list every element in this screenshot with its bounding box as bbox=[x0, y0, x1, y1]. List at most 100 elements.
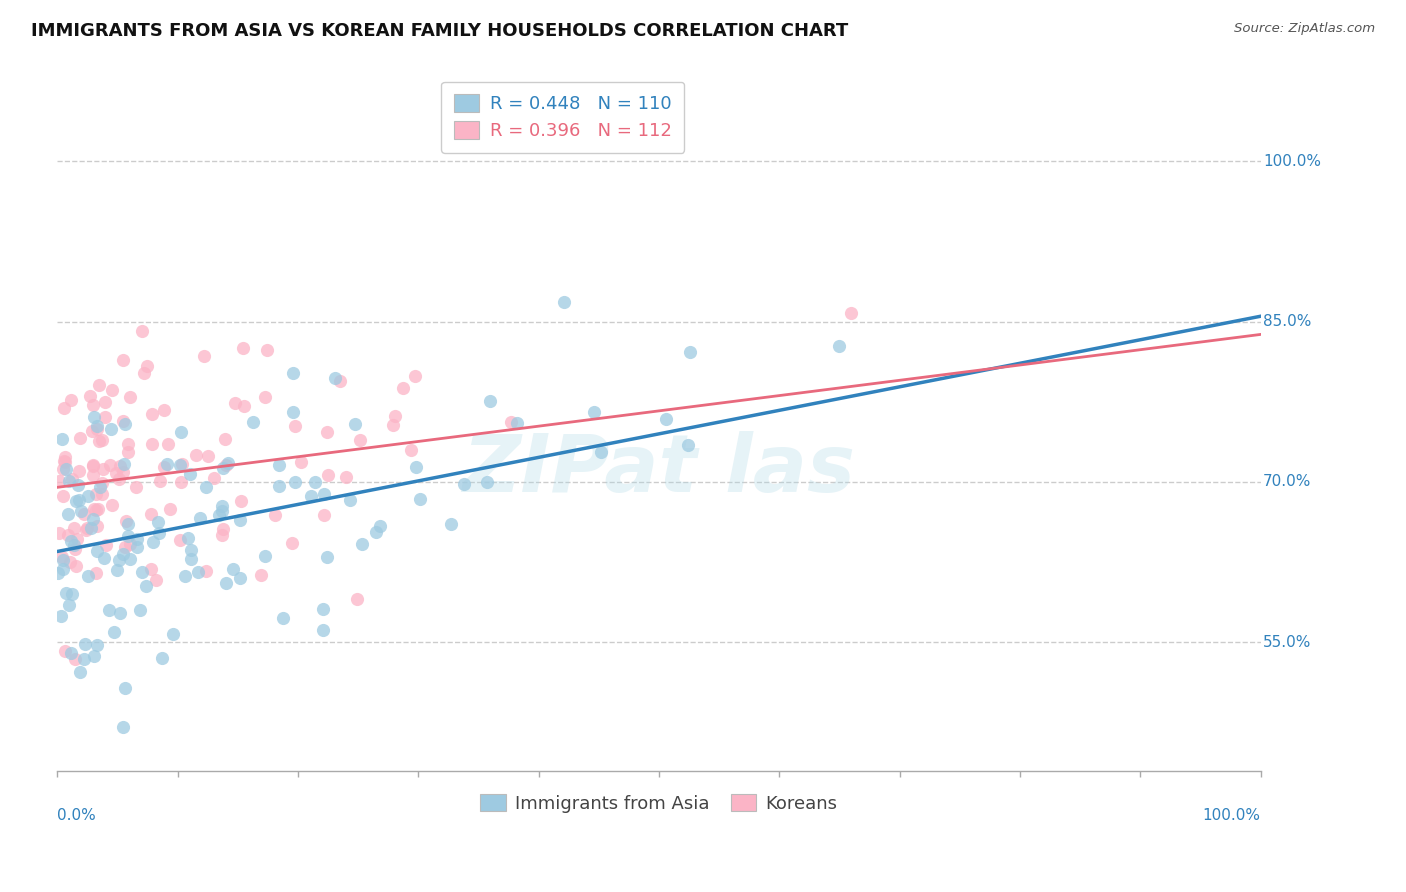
Point bbox=[114, 681, 136, 695]
Point bbox=[153, 402, 176, 417]
Point bbox=[90, 487, 112, 501]
Point bbox=[381, 418, 404, 433]
Point bbox=[368, 518, 391, 533]
Point bbox=[73, 651, 96, 665]
Point bbox=[117, 517, 139, 532]
Point bbox=[179, 467, 201, 481]
Text: 85.0%: 85.0% bbox=[1263, 314, 1312, 329]
Point bbox=[188, 511, 211, 525]
Point bbox=[170, 475, 193, 490]
Point bbox=[111, 547, 134, 561]
Point bbox=[162, 627, 184, 641]
Text: IMMIGRANTS FROM ASIA VS KOREAN FAMILY HOUSEHOLDS CORRELATION CHART: IMMIGRANTS FROM ASIA VS KOREAN FAMILY HO… bbox=[31, 22, 848, 40]
Point bbox=[55, 462, 77, 476]
Text: 100.0%: 100.0% bbox=[1263, 153, 1320, 169]
Point bbox=[84, 487, 107, 501]
Point bbox=[69, 504, 91, 518]
Point bbox=[146, 515, 169, 529]
Point bbox=[153, 460, 176, 475]
Point bbox=[84, 566, 107, 580]
Point bbox=[156, 436, 179, 450]
Point bbox=[170, 457, 193, 471]
Point bbox=[48, 525, 70, 540]
Point bbox=[108, 553, 131, 567]
Point bbox=[211, 522, 233, 536]
Point bbox=[89, 480, 111, 494]
Point bbox=[352, 537, 374, 551]
Point bbox=[84, 503, 107, 517]
Point bbox=[105, 563, 128, 577]
Point bbox=[48, 475, 70, 489]
Point bbox=[211, 499, 233, 513]
Point bbox=[63, 538, 86, 552]
Point bbox=[215, 576, 238, 591]
Point bbox=[75, 523, 97, 537]
Point bbox=[114, 514, 136, 528]
Point bbox=[335, 470, 357, 484]
Point bbox=[58, 475, 80, 489]
Point bbox=[112, 457, 135, 471]
Point bbox=[101, 383, 124, 397]
Point bbox=[53, 454, 76, 468]
Point bbox=[91, 476, 114, 491]
Point bbox=[65, 493, 87, 508]
Point bbox=[117, 445, 139, 459]
Text: 55.0%: 55.0% bbox=[1263, 635, 1312, 650]
Point bbox=[501, 415, 523, 429]
Point bbox=[141, 407, 163, 421]
Point bbox=[149, 474, 172, 488]
Point bbox=[93, 551, 115, 566]
Point bbox=[250, 568, 273, 582]
Point bbox=[114, 417, 136, 432]
Point bbox=[60, 646, 83, 660]
Text: 70.0%: 70.0% bbox=[1263, 475, 1312, 490]
Point bbox=[316, 467, 339, 482]
Point bbox=[349, 433, 371, 447]
Point bbox=[174, 569, 197, 583]
Point bbox=[290, 455, 312, 469]
Point bbox=[83, 502, 105, 516]
Point bbox=[56, 528, 79, 542]
Point bbox=[83, 648, 105, 663]
Point bbox=[55, 450, 77, 464]
Point bbox=[86, 638, 108, 652]
Point bbox=[87, 502, 110, 516]
Point bbox=[89, 434, 111, 449]
Point bbox=[312, 508, 335, 522]
Point bbox=[582, 405, 605, 419]
Point bbox=[180, 542, 202, 557]
Point bbox=[169, 425, 191, 439]
Point bbox=[65, 559, 87, 574]
Point bbox=[212, 460, 235, 475]
Point bbox=[65, 541, 87, 556]
Point bbox=[211, 528, 233, 542]
Point bbox=[86, 419, 108, 434]
Point bbox=[52, 462, 75, 476]
Point bbox=[94, 395, 117, 409]
Point bbox=[86, 422, 108, 436]
Point bbox=[112, 352, 135, 367]
Point bbox=[118, 537, 141, 551]
Point bbox=[384, 409, 406, 423]
Point bbox=[404, 368, 426, 383]
Point bbox=[315, 425, 337, 439]
Point bbox=[135, 579, 157, 593]
Point bbox=[82, 512, 104, 526]
Point bbox=[453, 477, 475, 491]
Point bbox=[93, 462, 115, 476]
Point bbox=[94, 538, 117, 552]
Point bbox=[58, 598, 80, 612]
Point bbox=[148, 525, 170, 540]
Point bbox=[125, 479, 148, 493]
Point bbox=[104, 466, 127, 480]
Point bbox=[339, 493, 361, 508]
Point bbox=[141, 535, 163, 549]
Point bbox=[83, 409, 105, 424]
Point bbox=[76, 568, 98, 582]
Point bbox=[364, 524, 387, 539]
Point bbox=[405, 459, 427, 474]
Point bbox=[69, 431, 91, 445]
Point bbox=[193, 349, 215, 363]
Point bbox=[49, 608, 72, 623]
Point bbox=[52, 401, 75, 416]
